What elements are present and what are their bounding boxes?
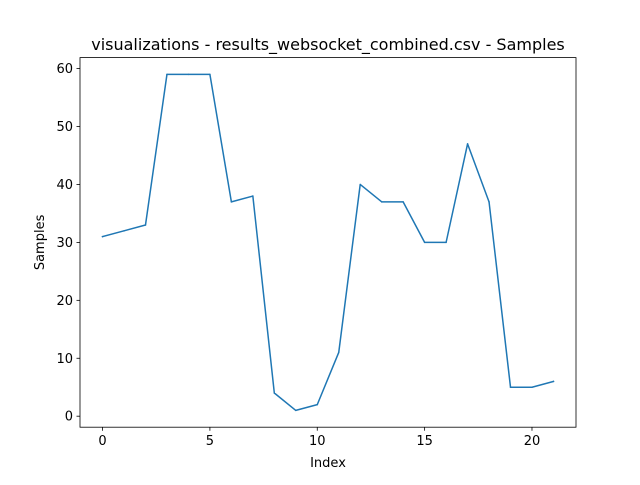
data-point [445, 241, 447, 244]
data-point [337, 351, 340, 354]
data-point [273, 392, 276, 394]
plot-area [101, 73, 555, 412]
data-point [252, 195, 254, 197]
x-tick-label: 15 [416, 434, 433, 449]
data-point [380, 201, 383, 203]
y-tick-label: 20 [56, 294, 73, 309]
data-point [488, 201, 490, 203]
data-point [209, 73, 211, 76]
y-axis-ticks: 0 10 20 30 40 50 60 [56, 62, 80, 425]
data-point [531, 386, 533, 388]
x-tick-label: 20 [524, 434, 541, 449]
data-point [359, 183, 361, 186]
y-tick-label: 10 [56, 352, 73, 367]
y-axis-label: Samples [33, 214, 48, 270]
data-point [230, 201, 233, 203]
data-point [187, 73, 190, 76]
data-point [402, 201, 404, 203]
axes-frame [79, 57, 577, 428]
data-point [295, 409, 297, 412]
x-tick-label: 0 [98, 434, 106, 449]
y-tick-label: 40 [56, 178, 73, 193]
data-point [423, 241, 426, 244]
data-point [552, 380, 555, 383]
y-tick-label: 30 [56, 236, 73, 251]
x-axis-ticks: 0 5 10 15 20 [98, 427, 540, 449]
data-point [144, 224, 147, 226]
data-point [316, 403, 319, 406]
series-line [101, 73, 555, 412]
data-point [466, 143, 469, 145]
y-tick-label: 50 [56, 120, 73, 135]
x-tick-label: 10 [309, 434, 326, 449]
data-point [123, 230, 125, 232]
x-tick-label: 5 [206, 434, 214, 449]
data-point [166, 73, 168, 76]
y-tick-label: 0 [65, 410, 73, 425]
x-axis-label: Index [310, 456, 346, 471]
data-point [101, 235, 104, 238]
y-tick-label: 60 [56, 62, 73, 77]
chart-title: visualizations - results_websocket_combi… [91, 35, 565, 55]
data-point [509, 386, 512, 388]
